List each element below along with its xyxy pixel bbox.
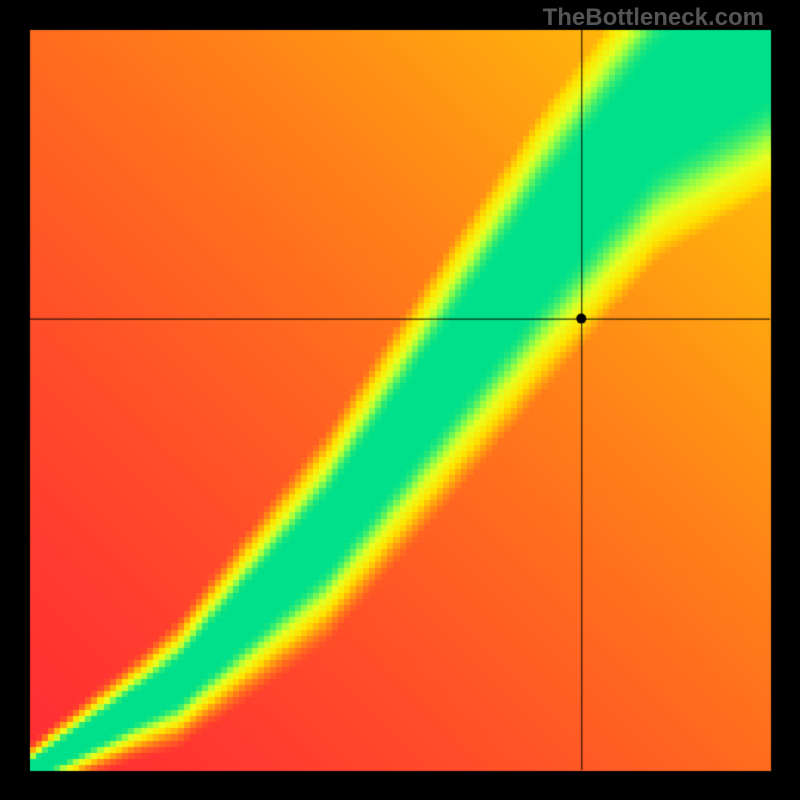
chart-container: TheBottleneck.com [0, 0, 800, 800]
watermark-text: TheBottleneck.com [543, 4, 764, 32]
bottleneck-heatmap [0, 0, 800, 800]
